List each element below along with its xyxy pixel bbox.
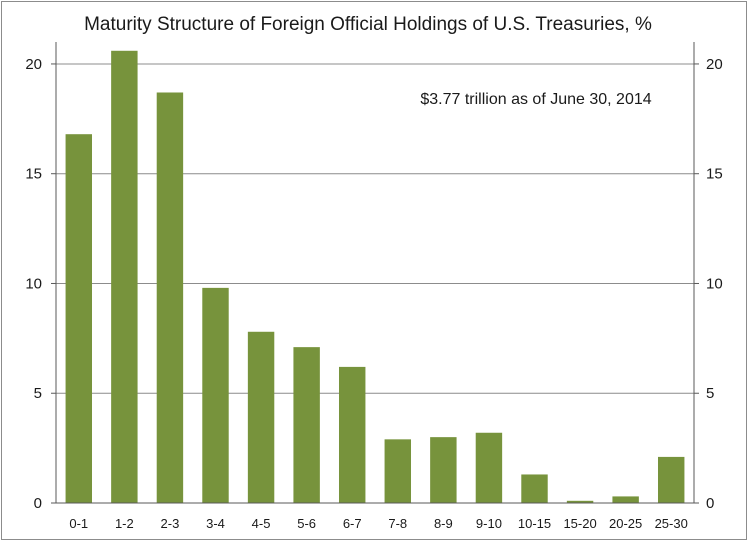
axes	[51, 42, 699, 504]
x-tick-label: 7-8	[388, 516, 407, 531]
x-tick-label: 3-4	[206, 516, 225, 531]
x-tick-label: 6-7	[343, 516, 362, 531]
y-tick-label-right: 0	[706, 495, 714, 512]
y-tick-label-right: 20	[706, 56, 723, 73]
bar	[293, 347, 320, 503]
y-tick-label-left: 20	[25, 56, 42, 73]
bar	[156, 92, 184, 503]
x-tick-label: 15-20	[563, 516, 596, 531]
y-tick-label-left: 15	[25, 166, 42, 183]
chart-annotation: $3.77 trillion as of June 30, 2014	[420, 91, 651, 108]
bar	[475, 432, 503, 503]
y-tick-label-right: 5	[706, 385, 714, 402]
x-tick-label: 1-2	[115, 516, 134, 531]
x-tick-label: 0-1	[69, 516, 88, 531]
y-tick-label-right: 15	[706, 166, 723, 183]
bar	[247, 331, 275, 503]
y-tick-label-right: 10	[706, 275, 723, 292]
y-tick-label-left: 10	[25, 275, 42, 292]
x-tick-label: 10-15	[518, 516, 551, 531]
bar	[430, 437, 457, 503]
bar	[111, 50, 138, 504]
chart-title: Maturity Structure of Foreign Official H…	[84, 14, 652, 35]
x-tick-label: 4-5	[252, 516, 271, 531]
bar	[566, 500, 594, 503]
bars	[65, 50, 685, 504]
x-tick-label: 9-10	[476, 516, 502, 531]
y-axis-left: 0 5 10 15 20	[25, 56, 42, 512]
x-axis: 0-1 1-2 2-3 3-4 4-5 5-6 6-7 7-8 8-9 9-10 10-15 15-2…	[69, 516, 687, 531]
bar	[612, 496, 639, 503]
y-axis-right: 0 5 10 15 20	[706, 56, 723, 512]
gridlines	[56, 63, 694, 394]
bar	[202, 287, 229, 503]
bar	[65, 134, 93, 503]
x-tick-label: 5-6	[297, 516, 316, 531]
x-tick-label: 2-3	[161, 516, 180, 531]
bar	[657, 456, 685, 503]
x-tick-label: 20-25	[609, 516, 642, 531]
y-tick-label-left: 0	[34, 495, 42, 512]
x-tick-label: 8-9	[434, 516, 453, 531]
bar	[521, 474, 548, 503]
bar	[338, 366, 366, 503]
bar	[384, 439, 412, 503]
x-tick-label: 25-30	[655, 516, 688, 531]
y-tick-label-left: 5	[34, 385, 42, 402]
